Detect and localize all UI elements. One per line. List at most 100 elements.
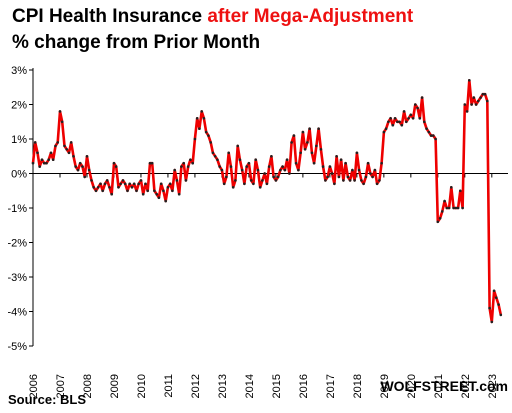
- data-point: [159, 182, 163, 186]
- data-point: [110, 192, 113, 196]
- x-tick-label: 2016: [298, 374, 310, 398]
- y-axis-ticks: 3% 2% 1% 0% -1% -2% -3% -4% -5%: [7, 65, 33, 353]
- data-point: [119, 182, 122, 186]
- data-point: [54, 144, 57, 148]
- y-tick-label: 2%: [11, 100, 27, 112]
- x-tick-label: 2020: [406, 374, 418, 398]
- y-tick-label: -3%: [7, 272, 27, 284]
- data-point: [445, 206, 449, 210]
- data-point: [56, 141, 59, 144]
- data-point: [306, 141, 309, 144]
- data-point: [472, 96, 476, 99]
- x-tick-label: 2022: [460, 374, 472, 398]
- data-point: [492, 289, 496, 293]
- data-point: [216, 158, 219, 161]
- data-point: [378, 179, 381, 182]
- x-tick-label: 2018: [352, 374, 364, 398]
- data-point: [249, 179, 253, 182]
- x-tick-label: 2023: [487, 374, 499, 398]
- data-point: [382, 130, 386, 134]
- data-point: [218, 165, 221, 168]
- data-point: [353, 179, 356, 182]
- data-point: [263, 172, 267, 175]
- data-point: [357, 168, 361, 172]
- data-point: [139, 179, 143, 182]
- data-point: [387, 120, 390, 124]
- data-point: [344, 161, 347, 165]
- data-point: [443, 199, 446, 203]
- x-tick-label: 2011: [163, 374, 175, 398]
- data-point: [409, 113, 413, 117]
- data-point: [236, 144, 239, 148]
- data-point: [308, 127, 311, 130]
- data-point: [105, 179, 109, 182]
- series-line: [31, 79, 503, 324]
- data-point: [283, 168, 287, 172]
- data-point: [330, 172, 334, 175]
- data-point: [483, 92, 487, 96]
- data-point: [51, 158, 55, 161]
- data-point: [49, 151, 53, 155]
- data-point: [456, 206, 460, 210]
- data-point: [211, 151, 215, 155]
- data-point: [384, 127, 388, 130]
- data-point: [335, 155, 338, 158]
- data-point: [222, 182, 226, 186]
- data-point: [351, 168, 354, 172]
- data-point: [112, 161, 116, 165]
- data-point: [364, 175, 368, 179]
- data-point: [398, 120, 401, 124]
- data-point: [375, 182, 379, 186]
- data-point: [78, 161, 82, 165]
- data-point: [130, 186, 134, 189]
- x-tick-label: 2014: [244, 374, 256, 398]
- data-point: [425, 127, 428, 130]
- data-point: [229, 165, 233, 168]
- data-point: [310, 151, 314, 155]
- data-point: [490, 320, 494, 324]
- data-point: [74, 165, 77, 168]
- data-point: [123, 182, 127, 186]
- data-point: [132, 182, 136, 186]
- data-point: [141, 192, 145, 196]
- data-point: [155, 192, 158, 196]
- data-point: [312, 161, 316, 165]
- data-point: [486, 99, 489, 103]
- data-point: [441, 210, 444, 213]
- data-point: [270, 155, 273, 158]
- data-point: [328, 165, 332, 168]
- data-point: [407, 117, 410, 120]
- data-point: [101, 189, 104, 193]
- data-point: [258, 186, 262, 189]
- x-tick-label: 2008: [82, 374, 94, 398]
- data-point: [497, 303, 500, 306]
- data-point: [108, 186, 111, 189]
- data-point: [432, 134, 435, 137]
- data-point: [434, 137, 437, 141]
- series-layer: [31, 79, 503, 324]
- data-point: [281, 165, 284, 168]
- data-point: [177, 192, 181, 196]
- data-point: [294, 161, 298, 165]
- data-point: [220, 168, 224, 172]
- data-point: [360, 179, 363, 182]
- data-point: [402, 110, 406, 113]
- data-point: [38, 165, 41, 168]
- data-point: [36, 151, 39, 155]
- x-tick-label: 2017: [325, 374, 337, 398]
- data-point: [200, 110, 203, 113]
- y-tick-label: -1%: [7, 203, 27, 215]
- data-point: [225, 175, 228, 179]
- data-point: [47, 158, 50, 161]
- data-point: [166, 186, 170, 189]
- data-point: [447, 206, 451, 210]
- data-point: [396, 120, 399, 124]
- data-point: [65, 148, 68, 151]
- data-point: [189, 158, 192, 161]
- data-point: [256, 168, 260, 172]
- data-point: [427, 130, 431, 134]
- x-tick-label: 2009: [109, 374, 121, 398]
- data-point: [468, 79, 471, 82]
- x-tick-label: 2021: [433, 374, 445, 398]
- data-point: [193, 137, 197, 141]
